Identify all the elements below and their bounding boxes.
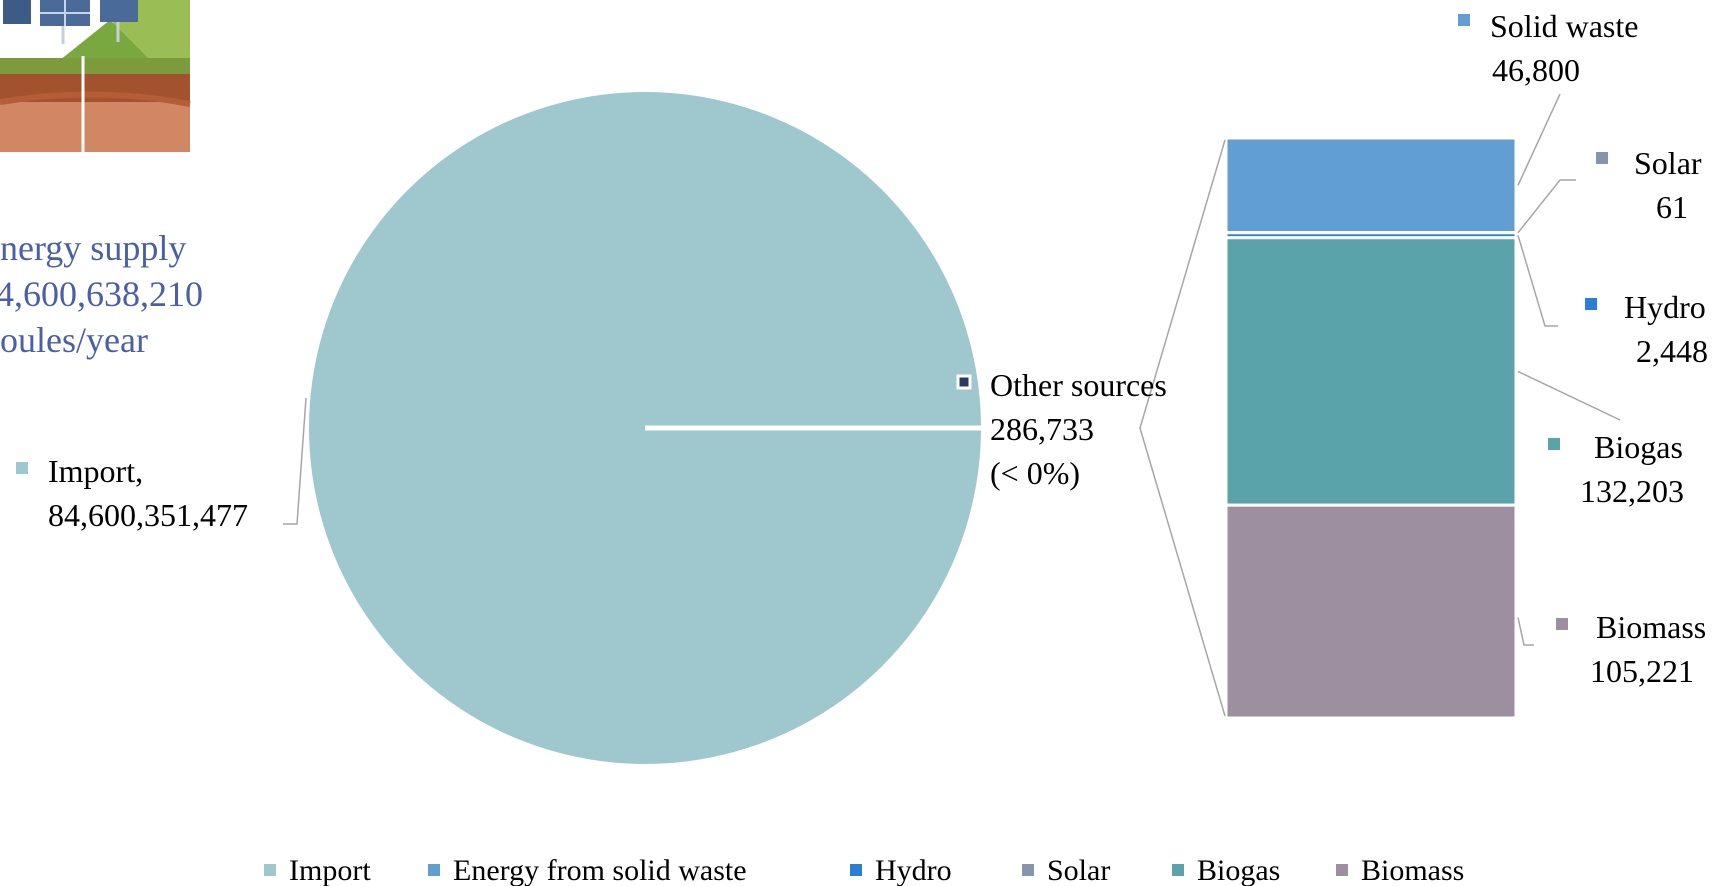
leader-import	[283, 397, 307, 525]
legend-key-import-label	[16, 462, 28, 474]
bar-segment-solid_waste	[1224, 136, 1518, 235]
legend: Import Energy from solid waste Hydro Solar B…	[264, 854, 1464, 886]
data-label-biomass-value: 105,221	[1590, 653, 1694, 689]
bar-layer	[1224, 136, 1518, 720]
data-label-solid_waste: Solid waste	[1490, 8, 1638, 44]
data-label-other: Other sources	[990, 367, 1167, 403]
leader-biomass	[1517, 617, 1534, 646]
legend-label-solid_waste: Energy from solid waste	[453, 854, 747, 886]
legend-label-hydro: Hydro	[875, 854, 952, 886]
legend-label-biogas: Biogas	[1197, 854, 1280, 886]
legend-marker-biogas	[1172, 864, 1184, 876]
legend-label-import: Import	[289, 854, 371, 886]
legend-key-biomass-label	[1556, 618, 1568, 630]
legend-key-hydro-label	[1585, 298, 1597, 310]
data-label-solar: Solar	[1634, 145, 1702, 181]
legend-marker-import	[264, 864, 276, 876]
leader-biogas	[1517, 370, 1621, 421]
legend-marker-biomass	[1336, 864, 1348, 876]
data-label-solar-value: 61	[1656, 189, 1688, 225]
data-label-other-value: 286,733	[990, 411, 1094, 447]
summary-line-3: joules/year	[0, 320, 148, 360]
data-label-import: Import,	[48, 453, 143, 489]
energy-supply-summary: Energy supply 84,600,638,210 joules/year	[0, 228, 203, 360]
data-label-other-percent: (< 0%)	[990, 455, 1080, 491]
legend-label-biomass: Biomass	[1361, 854, 1464, 886]
data-label-biomass: Biomass	[1596, 609, 1706, 645]
solar-landscape-illustration	[0, 0, 191, 152]
data-label-hydro: Hydro	[1624, 289, 1706, 325]
pie-to-bar-connector	[1139, 139, 1226, 717]
summary-line-1: Energy supply	[0, 228, 186, 268]
summary-line-2: 84,600,638,210	[0, 274, 203, 314]
legend-label-solar: Solar	[1047, 854, 1110, 886]
data-label-import-value: 84,600,351,477	[48, 497, 248, 533]
leader-solid_waste	[1517, 93, 1561, 186]
data-label-biogas-value: 132,203	[1580, 473, 1684, 509]
bar-segment-biogas	[1224, 236, 1518, 507]
legend-key-solar-label	[1596, 152, 1608, 164]
legend-key-biogas-label	[1548, 438, 1560, 450]
connector-lines	[1139, 139, 1226, 717]
legend-marker-hydro	[850, 864, 862, 876]
bar-segment-biomass	[1224, 503, 1518, 720]
legend-marker-solar	[1022, 864, 1034, 876]
leader-hydro	[1517, 235, 1558, 327]
pie-layer	[309, 91, 981, 764]
data-labels: Import, 84,600,351,477 Other sources 286,73…	[16, 8, 1708, 689]
leader-solar	[1517, 179, 1576, 234]
data-label-hydro-value: 2,448	[1636, 333, 1708, 369]
legend-key-other-label	[956, 374, 972, 390]
data-label-biogas: Biogas	[1594, 429, 1683, 465]
legend-key-solid_waste-label	[1458, 14, 1470, 26]
legend-marker-solid_waste	[428, 864, 440, 876]
data-label-solid_waste-value: 46,800	[1492, 52, 1580, 88]
